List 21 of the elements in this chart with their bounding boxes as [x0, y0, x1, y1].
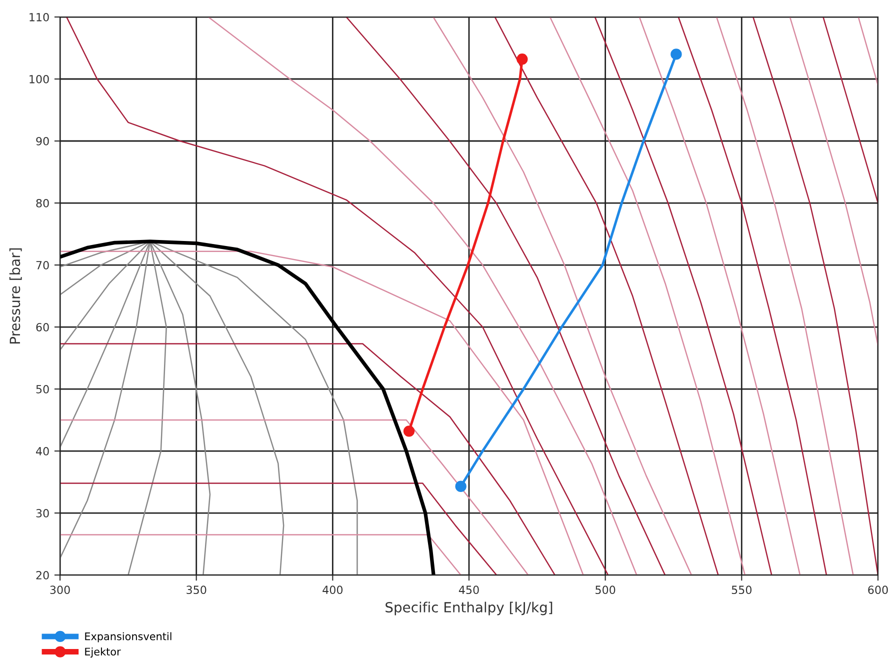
- x-tick-label: 500: [596, 586, 616, 594]
- y-tick-label: 100: [30, 74, 49, 84]
- y-tick-label: 20: [36, 571, 49, 580]
- y-tick-label: 60: [36, 322, 49, 332]
- y-tick-label: 110: [30, 12, 49, 22]
- x-tick-label: 400: [322, 586, 343, 594]
- x-tick-label: 600: [868, 586, 888, 594]
- y-tick-label: 90: [36, 136, 49, 146]
- legend-label: Ejektor: [85, 647, 121, 658]
- legend-label: Expansionsventil: [85, 632, 172, 642]
- x-tick-label: 550: [732, 586, 752, 594]
- x-tick-label: 300: [50, 586, 70, 594]
- y-tick-label: 40: [36, 446, 49, 456]
- y-tick-label: 50: [36, 384, 49, 394]
- x-tick-label: 350: [186, 586, 206, 594]
- y-tick-label: 70: [36, 260, 49, 270]
- x-axis-title: Specific Enthalpy [kJ/kg]: [386, 602, 552, 616]
- y-axis-title: Pressure [bar]: [9, 248, 22, 344]
- y-tick-label: 80: [36, 198, 49, 208]
- y-tick-label: 30: [36, 508, 49, 518]
- x-tick-label: 450: [458, 586, 479, 594]
